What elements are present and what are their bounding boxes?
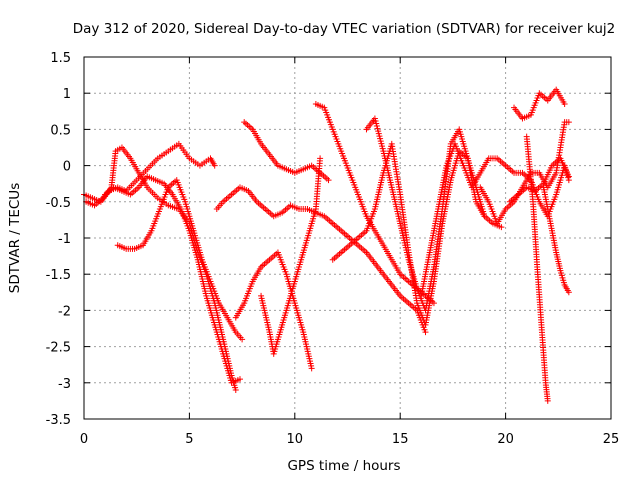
series-track-3 [102, 173, 243, 386]
data-point [372, 118, 379, 125]
data-point [374, 125, 381, 132]
data-point [377, 135, 384, 142]
y-tick-label: -0.5 [46, 196, 71, 211]
data-point [376, 133, 383, 140]
x-tick-label: 25 [603, 432, 620, 447]
data-point [561, 101, 568, 108]
y-tick-label: 1.5 [50, 51, 71, 66]
series-track-4 [114, 177, 246, 343]
series-track-16 [540, 184, 572, 296]
series-track-13 [477, 119, 572, 227]
y-tick-label: 0 [63, 160, 71, 175]
axis-ticks: 0 5 10 15 20 25 -3.5 -3 -2.5 -2 -1.5 -1 -0.5 0 0.5 1 1.5 [46, 51, 620, 447]
x-tick-label: 10 [287, 432, 304, 447]
data-point [378, 140, 385, 147]
data-points [81, 86, 572, 404]
x-tick-label: 15 [392, 432, 409, 447]
data-point [373, 123, 380, 130]
data-point [371, 115, 378, 122]
y-tick-label: -2 [58, 304, 71, 319]
series-track-7 [258, 155, 324, 357]
data-point [239, 336, 246, 343]
y-axis-label: SDTVAR / TECUs [7, 183, 23, 293]
x-axis-label: GPS time / hours [287, 458, 400, 474]
series-track-14 [511, 86, 568, 122]
data-point [317, 155, 324, 162]
y-tick-label: 1 [63, 87, 71, 102]
data-point [565, 173, 572, 180]
series-track-15 [523, 133, 551, 404]
y-tick-label: -3 [58, 377, 71, 392]
x-tick-label: 5 [185, 432, 193, 447]
data-point [308, 365, 315, 372]
data-point [232, 387, 239, 394]
data-point [325, 177, 332, 184]
data-point [373, 120, 380, 127]
y-tick-label: -1.5 [46, 268, 71, 283]
y-tick-label: -3.5 [46, 413, 71, 428]
series-track-9 [312, 101, 437, 307]
y-tick-label: -2.5 [46, 341, 71, 356]
data-point [377, 138, 384, 145]
chart-title: Day 312 of 2020, Sidereal Day-to-day VTE… [73, 21, 615, 37]
data-point [211, 162, 218, 169]
data-point [565, 289, 572, 296]
plot-frame [83, 56, 612, 420]
series-track-17 [506, 155, 572, 205]
x-tick-label: 0 [80, 432, 88, 447]
x-tick-label: 20 [497, 432, 514, 447]
series-track-8 [232, 249, 315, 372]
y-tick-label: -1 [58, 232, 71, 247]
data-point [422, 329, 429, 336]
data-point [375, 130, 382, 137]
data-point [375, 128, 382, 135]
data-point [236, 376, 243, 383]
data-point [379, 143, 386, 150]
data-point [565, 119, 572, 126]
y-tick-label: 0.5 [50, 123, 71, 138]
data-point [379, 145, 386, 152]
data-point [498, 224, 505, 231]
data-point [544, 397, 551, 404]
